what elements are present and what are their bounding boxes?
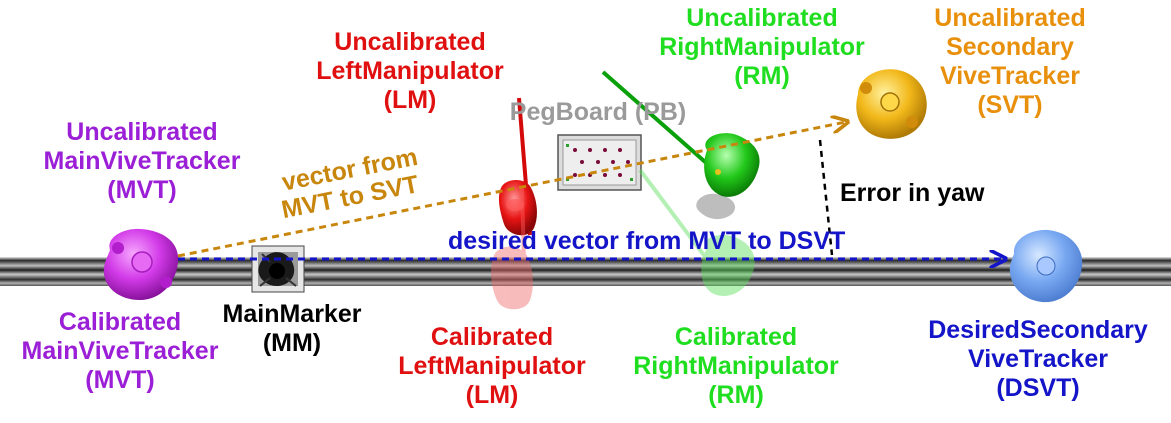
label-error-in-yaw: Error in yaw (840, 179, 985, 207)
rail (0, 257, 1171, 286)
label-desired-secondary-vive-tracker: DesiredSecondary ViveTracker (DSVT) (928, 316, 1148, 402)
vector-mvt-to-svt-arrow (177, 122, 846, 258)
label-uncalibrated-main-vive-tracker: Uncalibrated MainViveTracker (MVT) (43, 118, 241, 204)
desired-secondary-vive-tracker-model (1009, 229, 1083, 303)
label-main-marker: MainMarker (MM) (222, 300, 362, 357)
label-desired-vector: desired vector from MVT to DSVT (448, 227, 846, 255)
uncalibrated-left-manipulator-model (498, 97, 537, 236)
secondary-vive-tracker-model (856, 69, 927, 139)
label-uncalibrated-left-manipulator: Uncalibrated LeftManipulator (LM) (316, 28, 504, 114)
uncalibrated-right-manipulator-model (601, 70, 760, 220)
label-calibrated-left-manipulator: Calibrated LeftManipulator (LM) (398, 323, 586, 409)
calibrated-left-manipulator-model (491, 187, 533, 310)
pegboard-image (557, 134, 642, 191)
label-uncalibrated-secondary-vive-tracker: Uncalibrated Secondary ViveTracker (SVT) (934, 4, 1086, 119)
calibrated-right-manipulator-model (638, 168, 755, 296)
label-pegboard: PegBoard (PB) (509, 98, 687, 126)
label-uncalibrated-right-manipulator: Uncalibrated RightManipulator (RM) (659, 4, 865, 90)
main-marker-image (251, 245, 305, 293)
error-in-yaw-line (818, 139, 834, 256)
main-vive-tracker-model (103, 228, 179, 300)
label-calibrated-main-vive-tracker: Calibrated MainViveTracker (MVT) (21, 308, 219, 394)
label-calibrated-right-manipulator: Calibrated RightManipulator (RM) (633, 323, 839, 409)
